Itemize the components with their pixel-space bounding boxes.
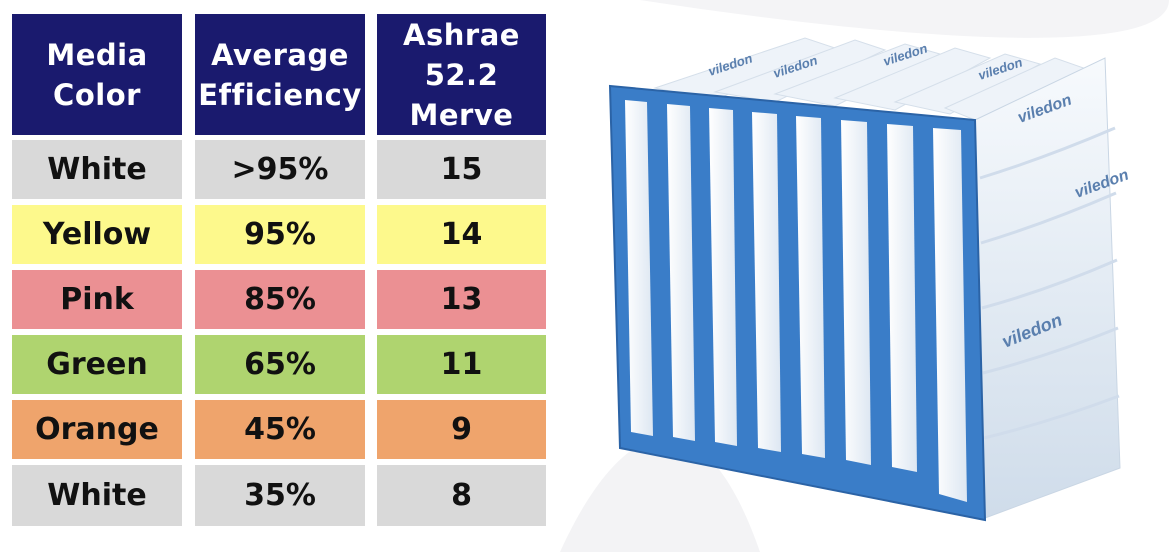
table-cell-merv: 9 (377, 400, 546, 459)
table-cell-color: Orange (12, 400, 182, 459)
table-cell-efficiency: 85% (195, 270, 365, 329)
table-cell-merv: 13 (377, 270, 546, 329)
table-cell-efficiency: 35% (195, 465, 365, 526)
table-cell-efficiency: >95% (195, 140, 365, 199)
table-cell-color: Pink (12, 270, 182, 329)
table-cell-efficiency: 95% (195, 205, 365, 264)
header-ashrae-merv: Ashrae 52.2 Merve (377, 14, 546, 135)
bag-filter-image: viledon viledon viledon viledon viledon … (608, 37, 1131, 522)
filter-pockets (653, 37, 1121, 519)
header-average-efficiency: Average Efficiency (195, 14, 365, 135)
table-cell-efficiency: 45% (195, 400, 365, 459)
table-cell-color: White (12, 465, 182, 526)
table-cell-merv: 11 (377, 335, 546, 394)
header-media-color: Media Color (12, 14, 182, 135)
filter-frame (608, 84, 987, 522)
filter-media-table: Media Color Average Efficiency Ashrae 52… (12, 14, 546, 526)
table-cell-merv: 8 (377, 465, 546, 526)
table-cell-merv: 14 (377, 205, 546, 264)
table-cell-color: Green (12, 335, 182, 394)
table-cell-color: White (12, 140, 182, 199)
table-cell-efficiency: 65% (195, 335, 365, 394)
table-cell-merv: 15 (377, 140, 546, 199)
table-cell-color: Yellow (12, 205, 182, 264)
